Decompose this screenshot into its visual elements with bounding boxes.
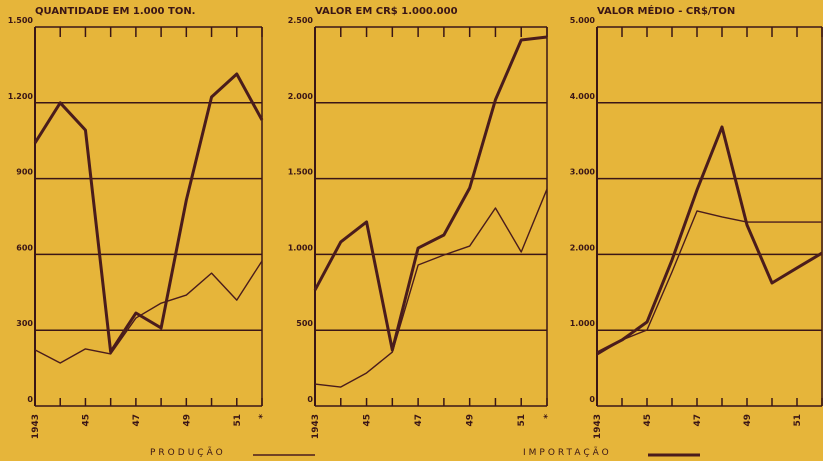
data-line bbox=[596, 210, 822, 356]
x-tick-label: 51 bbox=[793, 414, 803, 427]
x-tick-label: 49 bbox=[182, 414, 192, 427]
x-tick-label: 49 bbox=[743, 414, 753, 427]
data-line bbox=[33, 72, 264, 354]
x-tick-label: * bbox=[258, 414, 268, 419]
y-tick-label: 2.500 bbox=[288, 16, 314, 25]
y-tick-label: 0 bbox=[589, 395, 595, 404]
x-tick-label: 1943 bbox=[311, 414, 321, 439]
x-tick-label: 1943 bbox=[31, 414, 41, 439]
data-line bbox=[596, 125, 823, 355]
x-tick-label: * bbox=[543, 414, 553, 419]
x-tick-label: 51 bbox=[517, 414, 527, 427]
x-tick-label: 47 bbox=[414, 414, 424, 427]
data-line bbox=[313, 35, 548, 352]
x-tick-label: 1943 bbox=[593, 414, 603, 439]
y-tick-label: 300 bbox=[16, 319, 33, 328]
data-line bbox=[34, 260, 263, 364]
data-line bbox=[314, 188, 548, 388]
x-tick-label: 45 bbox=[363, 414, 373, 427]
x-tick-label: 51 bbox=[233, 414, 243, 427]
y-tick-label: 1.200 bbox=[8, 92, 34, 101]
legend-label: IMPORTAÇÃO bbox=[523, 447, 612, 458]
x-tick-label: 45 bbox=[81, 414, 91, 427]
y-tick-label: 5.000 bbox=[570, 16, 596, 25]
y-tick-label: 2.000 bbox=[288, 92, 314, 101]
y-tick-label: 0 bbox=[307, 395, 313, 404]
chart-title: QUANTIDADE EM 1.000 TON. bbox=[35, 6, 195, 17]
y-tick-label: 900 bbox=[16, 168, 33, 177]
x-tick-label: 49 bbox=[466, 414, 476, 427]
legend-label: PRODUÇÃO bbox=[150, 447, 226, 458]
chart-title: VALOR EM CR$ 1.000.000 bbox=[315, 6, 458, 17]
y-tick-label: 3.000 bbox=[570, 168, 596, 177]
y-tick-label: 4.000 bbox=[570, 92, 596, 101]
y-tick-label: 2.000 bbox=[570, 243, 596, 252]
x-tick-label: 47 bbox=[132, 414, 142, 427]
x-tick-label: 47 bbox=[693, 414, 703, 427]
y-tick-label: 1.000 bbox=[288, 243, 314, 252]
y-tick-label: 1.500 bbox=[8, 16, 34, 25]
chart-title: VALOR MÉDIO - CR$/TON bbox=[597, 4, 735, 17]
y-tick-label: 500 bbox=[296, 319, 313, 328]
y-tick-label: 1.000 bbox=[570, 319, 596, 328]
x-tick-label: 45 bbox=[643, 414, 653, 427]
y-tick-label: 1.500 bbox=[288, 168, 314, 177]
y-tick-label: 600 bbox=[16, 243, 33, 252]
y-tick-label: 0 bbox=[27, 395, 33, 404]
